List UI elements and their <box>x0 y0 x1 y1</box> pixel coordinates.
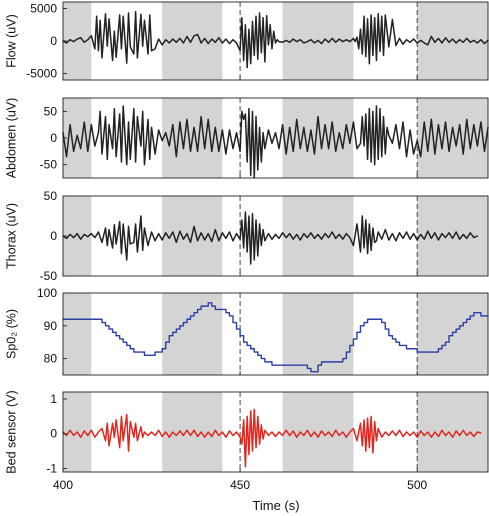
y-tick-label: 80 <box>44 352 58 366</box>
panel-3: 100 90 80 Sp0₂ (%) <box>4 286 489 376</box>
y-tick-label: 5000 <box>30 2 57 16</box>
x-tick-label: 400 <box>53 478 73 492</box>
shaded-interval-1 <box>162 293 223 375</box>
y-tick-label: 50 <box>44 189 58 203</box>
y-tick-label: -50 <box>40 269 58 283</box>
y-axis-title: Thorax (uV) <box>4 203 18 269</box>
series-line-2-0 <box>62 211 479 265</box>
series-line-1-0 <box>62 105 489 179</box>
y-tick-label: 50 <box>44 104 58 118</box>
y-tick-label: 0 <box>50 427 57 441</box>
y-tick-label: 100 <box>37 286 57 300</box>
y-tick-label: 0 <box>50 229 57 243</box>
x-tick-label: 500 <box>407 478 427 492</box>
panel-1: 50 0 -50 Abdomen (uV) <box>4 97 489 179</box>
y-tick-label: -50 <box>40 158 58 172</box>
y-axis-title: Bed sensor (V) <box>4 390 18 473</box>
y-tick-label: 1 <box>50 392 57 406</box>
shaded-interval-2 <box>282 98 354 178</box>
x-axis-title: Time (s) <box>252 498 299 513</box>
y-tick-label: -5000 <box>26 67 57 81</box>
shaded-interval-2 <box>282 293 354 375</box>
shaded-interval-3 <box>417 392 488 472</box>
y-tick-label: 90 <box>44 319 58 333</box>
x-tick-label: 450 <box>230 478 250 492</box>
panel-frame <box>62 391 489 473</box>
panel-frame <box>62 292 489 376</box>
series-line-3-0 <box>62 302 489 373</box>
y-axis-title: Flow (uV) <box>4 14 18 67</box>
panel-0: 5000 0 -5000 Flow (uV) <box>4 2 489 81</box>
shaded-interval-1 <box>162 2 223 80</box>
shaded-interval-0 <box>63 293 92 375</box>
panel-4: 1 0 -1 Bed sensor (V) 400 450 500 <box>4 390 489 492</box>
y-tick-label: -1 <box>46 462 57 476</box>
y-axis-title: Sp0₂ (%) <box>4 309 18 359</box>
series-line-0-0 <box>62 11 489 69</box>
y-tick-label: 0 <box>50 131 57 145</box>
shaded-interval-2 <box>282 196 354 276</box>
series-line-4-0 <box>62 408 482 468</box>
shaded-interval-3 <box>417 2 488 80</box>
panel-2: 50 0 -50 Thorax (uV) <box>4 189 489 283</box>
y-tick-label: 0 <box>50 34 57 48</box>
y-axis-title: Abdomen (uV) <box>4 98 18 179</box>
shaded-interval-3 <box>417 98 488 178</box>
